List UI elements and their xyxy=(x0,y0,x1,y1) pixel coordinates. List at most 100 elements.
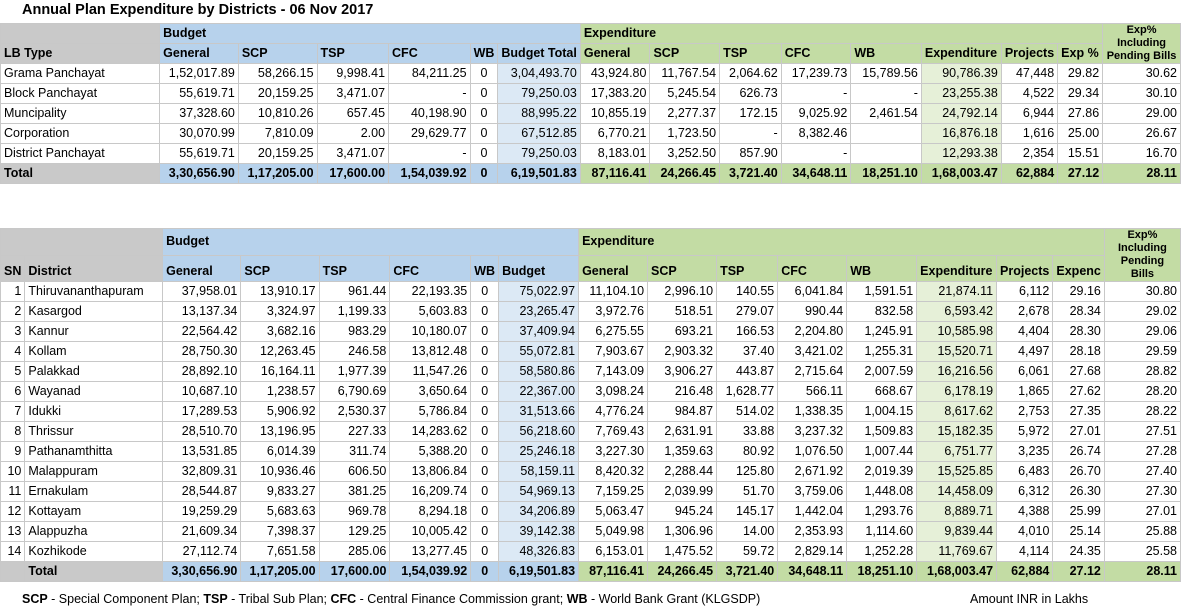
table-cell: 0 xyxy=(470,301,500,322)
table-cell: 6,275.55 xyxy=(578,321,649,342)
table-cell: 3,650.64 xyxy=(389,381,472,402)
column-header: Exp % xyxy=(1057,43,1104,64)
column-header: SCP xyxy=(240,254,320,282)
column-header: Expenditure xyxy=(916,254,998,282)
table-cell: 7,810.09 xyxy=(237,123,318,144)
column-header: WB xyxy=(469,43,499,64)
table-cell: 6,483 xyxy=(996,461,1054,482)
legend-abbr: SCP xyxy=(22,592,48,606)
table-cell: 381.25 xyxy=(318,481,391,502)
table-row: 3 Kannur 22,564.42 3,682.16 983.29 10,180.07 0… xyxy=(0,321,1181,342)
column-header: SCP xyxy=(237,43,318,64)
table-cell: 6,312 xyxy=(996,481,1054,502)
table-cell: 27.01 xyxy=(1103,501,1181,522)
total-cell: 17,600.00 xyxy=(316,163,390,184)
table-cell: 4,010 xyxy=(996,521,1054,542)
table-cell: 3,324.97 xyxy=(240,301,320,322)
table-cell: 16,209.74 xyxy=(389,481,472,502)
table-cell: 3,421.02 xyxy=(777,341,848,362)
table-cell: 984.87 xyxy=(647,401,718,422)
table-row: 8 Thrissur 28,510.70 13,196.95 227.33 14,283.… xyxy=(0,421,1181,442)
column-header: WB xyxy=(470,254,500,282)
table-row: 9 Pathanamthitta 13,531.85 6,014.39 311.74 5,… xyxy=(0,441,1181,462)
table-cell: 0 xyxy=(470,481,500,502)
table-cell: 514.02 xyxy=(716,401,779,422)
table-cell: 2,461.54 xyxy=(850,103,922,124)
table-cell: 6,112 xyxy=(996,281,1054,302)
table-cell: 12,263.45 xyxy=(240,341,320,362)
column-header: CFC xyxy=(780,43,852,64)
table-cell: Thrissur xyxy=(24,421,164,442)
total-cell: 18,251.10 xyxy=(846,561,918,582)
total-cell: 3,30,656.90 xyxy=(159,163,239,184)
table-cell: 10 xyxy=(0,461,26,482)
table-cell: 2.00 xyxy=(316,123,390,144)
table-cell: 27.86 xyxy=(1057,103,1104,124)
table-cell: 990.44 xyxy=(777,301,848,322)
total-cell: 27.12 xyxy=(1052,561,1105,582)
lb-type-table: Budget Expenditure Exp% Including Pendin… xyxy=(0,23,1181,184)
table-cell: 2,007.59 xyxy=(846,361,918,382)
table-cell: 0 xyxy=(470,521,500,542)
table-cell: 285.06 xyxy=(318,541,391,562)
table-cell: 47,448 xyxy=(1000,63,1059,84)
table-cell: 1,442.04 xyxy=(777,501,848,522)
page-title: Annual Plan Expenditure by Districts - 0… xyxy=(22,2,374,18)
table-cell: 28.22 xyxy=(1103,401,1181,422)
table-cell: 145.17 xyxy=(716,501,779,522)
table-cell: 2,631.91 xyxy=(647,421,718,442)
table-cell: 129.25 xyxy=(318,521,391,542)
table-cell: 166.53 xyxy=(716,321,779,342)
total-cell: 3,30,656.90 xyxy=(162,561,242,582)
legend-abbr: CFC xyxy=(330,592,357,606)
table-cell: 34,206.89 xyxy=(498,501,580,522)
column-header: CFC xyxy=(388,43,471,64)
exp-including-pending-header: Exp% Including Pending Bills xyxy=(1103,228,1181,282)
table-cell: 55,619.71 xyxy=(159,83,239,104)
column-header: TSP xyxy=(719,43,782,64)
table-cell: 31,513.66 xyxy=(498,401,580,422)
table-cell: 8,420.32 xyxy=(578,461,649,482)
table-cell: 0 xyxy=(470,501,500,522)
table-cell: 0 xyxy=(470,441,500,462)
table-cell: 3,098.24 xyxy=(578,381,649,402)
table-cell: 16,876.18 xyxy=(920,123,1002,144)
table-cell: 6,593.42 xyxy=(916,301,998,322)
table-cell: 28,544.87 xyxy=(162,481,242,502)
table-cell: 2,903.32 xyxy=(647,341,718,362)
table-cell: 27.30 xyxy=(1103,481,1181,502)
table-cell: 10,585.98 xyxy=(916,321,998,342)
table-cell: 11,769.67 xyxy=(916,541,998,562)
table-cell: - xyxy=(780,83,852,104)
total-cell: 17,600.00 xyxy=(318,561,391,582)
table-cell: 2,753 xyxy=(996,401,1054,422)
table-cell: 10,936.46 xyxy=(240,461,320,482)
table-cell: - xyxy=(388,83,471,104)
table-row: 2 Kasargod 13,137.34 3,324.97 1,199.33 5,603.… xyxy=(0,301,1181,322)
table-cell: - xyxy=(719,123,782,144)
table-cell: 4,114 xyxy=(996,541,1054,562)
total-cell: 1,17,205.00 xyxy=(237,163,318,184)
table-cell: 216.48 xyxy=(647,381,718,402)
table-cell: 67,512.85 xyxy=(497,123,581,144)
table1-group-header-row: Budget Expenditure Exp% Including Pendin… xyxy=(0,23,1181,64)
table-cell: 4,388 xyxy=(996,501,1054,522)
table-cell: 27.28 xyxy=(1103,441,1181,462)
table-cell: 58,266.15 xyxy=(237,63,318,84)
table-cell: 27,112.74 xyxy=(162,541,242,562)
column-header: SCP xyxy=(649,43,721,64)
table-cell: 28.82 xyxy=(1103,361,1181,382)
table-cell: Idukki xyxy=(24,401,164,422)
table-cell: 2,829.14 xyxy=(777,541,848,562)
table-cell: 945.24 xyxy=(647,501,718,522)
table-cell: 1,306.96 xyxy=(647,521,718,542)
table-cell: District Panchayat xyxy=(0,143,161,164)
legend-text: - World Bank Grant (KLGSDP) xyxy=(587,592,761,606)
table-row: 1 Thiruvananthapuram 37,958.01 13,910.17 961… xyxy=(0,281,1181,302)
table-cell: 5,063.47 xyxy=(578,501,649,522)
table-cell: 22,564.42 xyxy=(162,321,242,342)
table-cell: 79,250.03 xyxy=(497,143,581,164)
table-cell: 7,903.67 xyxy=(578,341,649,362)
total-cell: 1,68,003.47 xyxy=(916,561,998,582)
legend-abbr: TSP xyxy=(203,592,228,606)
